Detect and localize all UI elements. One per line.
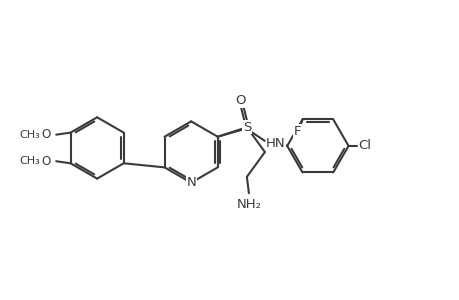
Text: O: O <box>41 128 50 141</box>
Text: N: N <box>186 176 196 189</box>
Text: Cl: Cl <box>358 140 370 152</box>
Text: O: O <box>41 155 50 168</box>
Text: F: F <box>293 125 301 138</box>
Text: O: O <box>235 94 245 107</box>
Text: CH₃: CH₃ <box>19 130 40 140</box>
Text: S: S <box>242 121 251 134</box>
Text: CH₃: CH₃ <box>19 156 40 166</box>
Text: HN: HN <box>266 137 285 150</box>
Text: NH₂: NH₂ <box>236 198 261 211</box>
